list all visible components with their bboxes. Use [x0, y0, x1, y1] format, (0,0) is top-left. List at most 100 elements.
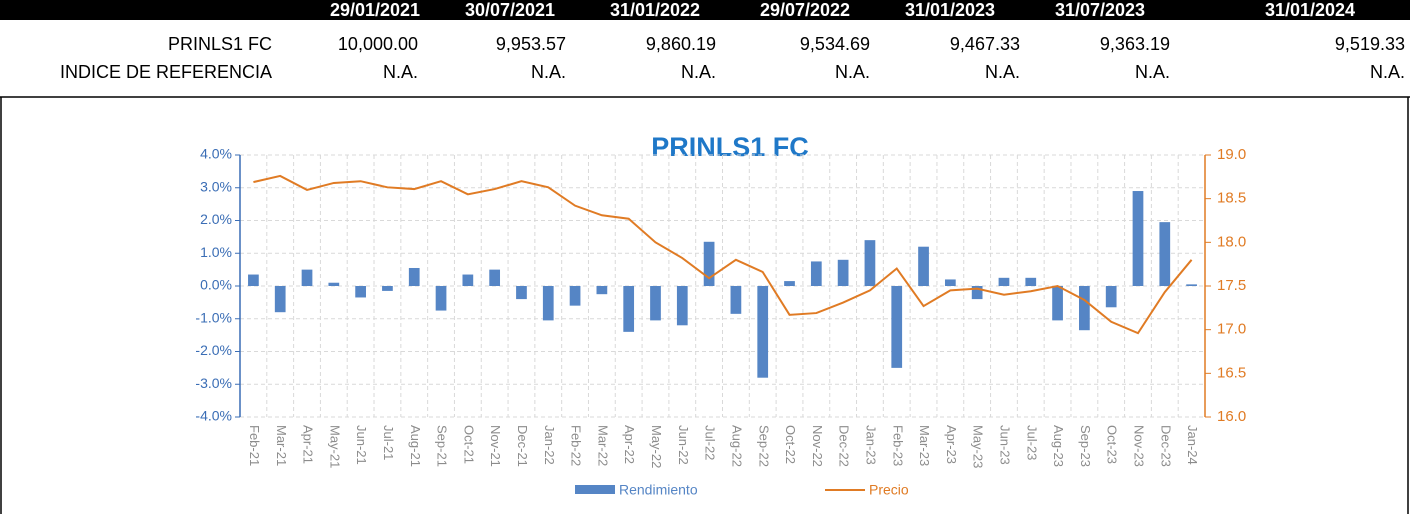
bar [542, 286, 554, 321]
x-tick-label: Apr-22 [622, 425, 637, 464]
cell: N.A. [531, 62, 566, 82]
bar [355, 286, 366, 298]
column-header: 31/01/2024 [1265, 0, 1355, 20]
y-tick-label: -1.0% [195, 309, 232, 325]
bar [1079, 286, 1090, 331]
x-tick-label: Mar-22 [595, 425, 610, 466]
cell: N.A. [681, 62, 716, 82]
column-header: 30/07/2021 [465, 0, 555, 20]
bar [650, 286, 661, 321]
x-tick-label: Jun-22 [676, 425, 691, 465]
cell: 10,000.00 [338, 34, 418, 54]
y-tick-label: -2.0% [195, 342, 232, 358]
x-tick-label: Oct-22 [783, 425, 798, 464]
bar [864, 240, 876, 286]
legend-label: Precio [869, 482, 909, 498]
cell: 9,953.57 [496, 34, 566, 54]
y-tick-label: 1.0% [200, 244, 232, 260]
x-tick-label: Sep-21 [435, 425, 450, 467]
x-tick-label: Dec-21 [515, 425, 530, 467]
bar [1025, 277, 1037, 286]
bar [1132, 191, 1144, 286]
column-header: 31/01/2022 [610, 0, 700, 20]
bar [596, 286, 608, 295]
x-tick-label: Feb-22 [569, 425, 584, 466]
x-tick-label: May-23 [971, 425, 986, 468]
y-tick-label: 0.0% [200, 277, 232, 293]
x-tick-label: Mar-23 [917, 425, 932, 466]
y2-tick-label: 18.5 [1217, 190, 1246, 207]
y2-tick-label: 17.0 [1217, 321, 1246, 338]
bar [623, 286, 635, 332]
bar [703, 241, 715, 286]
x-tick-label: Oct-21 [461, 425, 476, 464]
chart-title: PRINLS1 FC [651, 132, 809, 162]
column-header: 31/07/2023 [1055, 0, 1145, 20]
x-tick-label: Jul-23 [1024, 425, 1039, 460]
cell: 9,860.19 [646, 34, 716, 54]
bar [382, 286, 393, 291]
x-tick-label: Sep-23 [1078, 425, 1093, 467]
x-tick-label: Aug-21 [408, 425, 423, 467]
y-tick-label: 2.0% [200, 211, 232, 227]
bar [408, 267, 420, 286]
bar [784, 281, 795, 286]
price-line [253, 174, 1193, 335]
x-tick-label: Nov-22 [810, 425, 825, 467]
cell: 9,519.33 [1335, 34, 1405, 54]
bar [248, 274, 259, 286]
legend-label: Rendimiento [619, 482, 698, 498]
cell: N.A. [835, 62, 870, 82]
column-header: 29/01/2021 [330, 0, 420, 20]
row-label: PRINLS1 FC [168, 34, 272, 54]
x-tick-label: Aug-23 [1051, 425, 1066, 467]
cell: N.A. [1135, 62, 1170, 82]
cell: 9,363.19 [1100, 34, 1170, 54]
x-tick-label: Jun-21 [354, 425, 369, 465]
y-tick-label: -3.0% [195, 375, 232, 391]
x-tick-label: Sep-22 [756, 425, 771, 467]
x-tick-label: Mar-21 [274, 425, 289, 466]
bar [1105, 286, 1117, 308]
bar [810, 261, 822, 286]
x-tick-label: Nov-21 [488, 425, 503, 467]
bar [944, 279, 956, 286]
y2-tick-label: 17.5 [1217, 277, 1246, 294]
bar [837, 259, 849, 286]
bar [730, 286, 742, 314]
x-tick-label: May-21 [327, 425, 342, 468]
bar [1052, 286, 1063, 321]
x-tick-label: Dec-23 [1158, 425, 1173, 467]
row-label: INDICE DE REFERENCIA [60, 62, 272, 82]
cell: 9,467.33 [950, 34, 1020, 54]
bar [891, 286, 903, 368]
x-tick-label: Jul-21 [381, 425, 396, 460]
bar [274, 286, 286, 313]
bar [1186, 284, 1197, 286]
x-tick-label: Jan-24 [1185, 425, 1200, 465]
table-header [0, 0, 1410, 20]
x-tick-label: May-22 [649, 425, 664, 468]
y2-tick-label: 16.5 [1217, 364, 1246, 381]
column-header: 31/01/2023 [905, 0, 995, 20]
x-tick-label: Apr-21 [301, 425, 316, 464]
legend-swatch [575, 485, 615, 494]
x-tick-label: Aug-22 [729, 425, 744, 467]
bar [489, 269, 501, 286]
cell: 9,534.69 [800, 34, 870, 54]
bar [569, 286, 581, 306]
bar [676, 286, 688, 326]
x-tick-label: Jan-22 [542, 425, 557, 465]
bar [998, 277, 1010, 286]
bar [435, 286, 447, 311]
x-tick-label: Jan-23 [863, 425, 878, 465]
x-tick-label: Nov-23 [1132, 425, 1147, 467]
x-tick-label: Jun-23 [998, 425, 1013, 465]
x-tick-label: Feb-23 [890, 425, 905, 466]
y-tick-label: 3.0% [200, 178, 232, 194]
bar [1159, 222, 1171, 286]
x-tick-label: Apr-23 [944, 425, 959, 464]
bar [301, 269, 313, 286]
y-tick-label: -4.0% [195, 408, 232, 424]
